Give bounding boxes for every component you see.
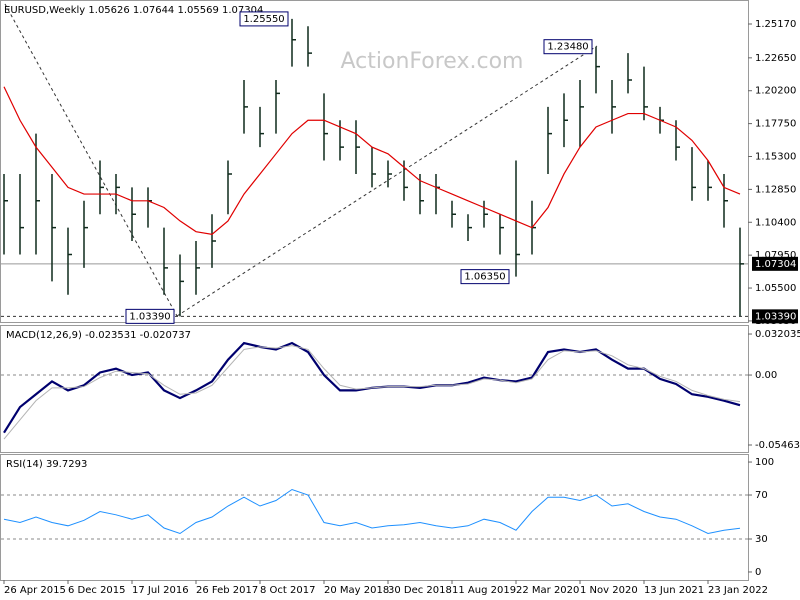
macd-panel <box>0 325 749 453</box>
ohlc-bar <box>467 214 472 242</box>
x-tick-label: 26 Apr 2015 <box>4 585 66 596</box>
ohlc-bar <box>179 254 184 317</box>
annotation-label: 1.03390 <box>129 311 170 322</box>
ohlc-bar <box>163 227 168 295</box>
ohlc-bar <box>51 173 56 282</box>
ohlc-bar <box>515 160 520 277</box>
ohlc-bar <box>643 66 648 121</box>
x-tick-label: 11 Aug 2019 <box>452 585 516 596</box>
annotation-label: 1.25550 <box>243 14 284 25</box>
ohlc-bar <box>67 227 72 295</box>
ohlc-bar <box>131 187 136 242</box>
x-tick-label: 26 Feb 2017 <box>196 585 258 596</box>
ohlc-bar <box>563 93 568 148</box>
ohlc-bar <box>739 227 744 317</box>
indicator-line <box>3 488 741 535</box>
ohlc-bar <box>627 53 632 94</box>
y-tick-label: 0.00 <box>755 370 777 381</box>
ohlc-bar <box>611 79 616 134</box>
ohlc-bar <box>83 200 88 268</box>
ohlc-bar <box>323 93 328 161</box>
y-tick-label: 1.25170 <box>755 19 796 30</box>
y-tick-label: 1.07950 <box>755 250 796 261</box>
ohlc-bar <box>483 200 488 228</box>
ohlc-bar <box>707 160 712 201</box>
indicator-line <box>3 345 741 440</box>
annotation-box <box>543 39 593 55</box>
trend-line <box>176 45 598 317</box>
ohlc-bar <box>355 120 360 174</box>
x-tick-label: 6 Dec 2015 <box>68 585 126 596</box>
ohlc-bar <box>371 147 376 188</box>
y-tick-label: 1.17750 <box>755 119 796 130</box>
x-tick-label: 17 Jul 2016 <box>132 585 189 596</box>
y-tick-label: 1.15300 <box>755 151 796 162</box>
x-tick-label: 1 Nov 2020 <box>580 585 638 596</box>
x-tick-label: 20 May 2018 <box>324 585 389 596</box>
ohlc-bar <box>307 26 312 67</box>
ohlc-bar <box>387 160 392 188</box>
annotation-box <box>239 11 289 27</box>
price-marker <box>752 256 798 271</box>
annotation-box <box>125 308 175 324</box>
y-tick-label: 0.032035 <box>755 329 800 340</box>
x-tick-label: 13 Jun 2021 <box>644 585 704 596</box>
price-title: EURUSD,Weekly 1.05626 1.07644 1.05569 1.… <box>4 5 263 16</box>
y-tick-label: 1.10400 <box>755 217 796 228</box>
y-tick-label: 30 <box>755 534 768 545</box>
ohlc-bar <box>451 200 456 228</box>
annotation-label: 1.23480 <box>547 42 588 53</box>
x-tick-label: 22 Mar 2020 <box>516 585 579 596</box>
moving-average <box>3 86 741 235</box>
y-tick-label: -0.054632 <box>755 440 800 451</box>
macd-title: MACD(12,26,9) -0.023531 -0.020737 <box>6 330 191 341</box>
rsi-title: RSI(14) 39.7293 <box>6 459 87 470</box>
ohlc-bar <box>723 173 728 228</box>
y-tick-label: 1.22650 <box>755 53 796 64</box>
ohlc-bar <box>691 147 696 201</box>
ohlc-bar <box>99 160 104 215</box>
watermark: ActionForex.com <box>341 49 524 74</box>
ohlc-bar <box>19 173 24 255</box>
ohlc-bar <box>195 241 200 295</box>
y-tick-label: 0 <box>755 567 761 578</box>
ohlc-bar <box>243 79 248 134</box>
ohlc-bar <box>547 106 552 174</box>
price-panel <box>0 0 749 323</box>
ohlc-bar <box>595 46 600 94</box>
y-tick-label: 1.12850 <box>755 184 796 195</box>
x-tick-label: 30 Dec 2018 <box>388 585 452 596</box>
ohlc-bar <box>259 106 264 148</box>
price-marker-label: 1.03390 <box>755 311 796 322</box>
ohlc-bar <box>3 173 8 255</box>
rsi-panel <box>0 454 749 581</box>
ohlc-bar <box>499 214 504 255</box>
annotation-label: 1.06350 <box>464 272 505 283</box>
ohlc-bar <box>579 79 584 148</box>
ohlc-bar <box>211 214 216 268</box>
x-tick-label: 8 Oct 2017 <box>260 585 315 596</box>
y-tick-label: 1.20200 <box>755 86 796 97</box>
ohlc-bar <box>291 18 296 67</box>
y-tick-label: 70 <box>755 490 768 501</box>
y-tick-label: 100 <box>755 457 774 468</box>
ohlc-bar <box>35 133 40 255</box>
x-tick-label: 23 Jan 2022 <box>708 585 768 596</box>
ohlc-bar <box>275 79 280 134</box>
annotation-box <box>460 269 510 285</box>
price-marker-label: 1.07304 <box>755 259 796 270</box>
y-tick-label: 1.05500 <box>755 283 796 294</box>
ohlc-bar <box>227 160 232 215</box>
price-marker <box>752 309 798 324</box>
